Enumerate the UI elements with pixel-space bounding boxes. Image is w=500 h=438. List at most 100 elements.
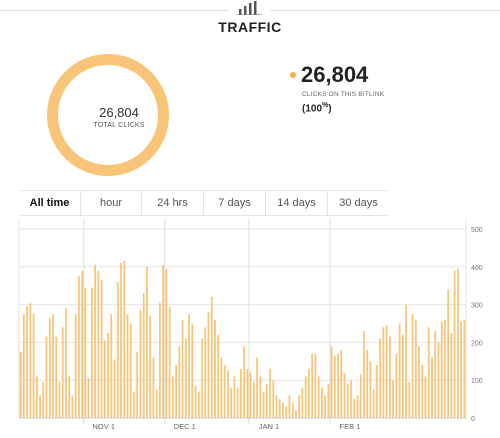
tab-hour[interactable]: hour — [80, 191, 141, 215]
percent-open: (100 — [302, 103, 323, 115]
chart-bar — [236, 387, 239, 418]
time-range-tabs: All time hour 24 hrs 7 days 14 days 30 d… — [19, 190, 389, 216]
x-tick-label: DEC 1 — [174, 422, 196, 431]
chart-bar — [295, 410, 297, 418]
chart-bar — [414, 319, 417, 418]
chart-bar — [162, 264, 165, 418]
page-title: TRAFFIC — [218, 19, 282, 35]
chart-bar — [359, 374, 362, 418]
tab-all-time[interactable]: All time — [29, 197, 70, 209]
chart-bar — [424, 376, 427, 418]
y-tick-label: 200 — [471, 340, 483, 347]
clicks-count: 26,804 — [301, 62, 369, 87]
chart-bar — [382, 327, 385, 418]
chart-bar — [110, 314, 113, 418]
chart-bar — [19, 351, 22, 418]
total-clicks-ring: 26,804 TOTAL CLICKS — [47, 54, 169, 176]
chart-bar — [308, 368, 310, 418]
chart-bar — [136, 351, 139, 418]
chart-bar — [126, 314, 129, 418]
chart-bar — [100, 280, 103, 418]
chart-bar — [181, 319, 184, 418]
y-tick-label: 500 — [471, 227, 483, 234]
chart-bar — [217, 334, 220, 418]
chart-bar — [243, 346, 246, 418]
chart-bar — [282, 402, 284, 418]
chart-bar — [262, 391, 265, 418]
chart-bar — [421, 365, 424, 418]
y-tick-label: 400 — [471, 265, 483, 272]
chart-bar — [71, 395, 74, 418]
chart-bar — [350, 380, 352, 418]
chart-bar — [324, 395, 326, 418]
chart-bar — [259, 376, 262, 418]
chart-bar — [444, 319, 446, 418]
chart-bar — [327, 383, 330, 418]
tab-14-days[interactable]: 14 days — [265, 191, 327, 215]
chart-bar — [149, 315, 152, 418]
chart-bar — [427, 327, 430, 418]
chart-bar — [388, 336, 391, 418]
chart-bar — [123, 261, 126, 418]
chart-bar — [152, 357, 155, 418]
legend-dot-icon — [290, 72, 296, 78]
chart-bar — [94, 264, 97, 418]
clicks-label: CLICKS ON THIS BITLINK — [302, 91, 385, 98]
chart-bar — [431, 357, 433, 418]
chart-bar — [159, 302, 161, 418]
chart-bar — [103, 340, 106, 418]
chart-bar — [418, 346, 420, 418]
header-divider-left — [0, 10, 228, 11]
chart-bar — [311, 353, 314, 418]
chart-bar — [239, 368, 242, 418]
chart-bar — [120, 263, 122, 418]
bar-chart-icon — [236, 1, 262, 15]
chart-bar — [55, 336, 58, 418]
chart-bar — [81, 270, 84, 418]
y-tick-label: 0 — [471, 416, 475, 423]
chart-bar — [107, 332, 109, 418]
chart-bar — [146, 266, 148, 418]
chart-bar — [191, 323, 194, 418]
chart-bar — [314, 353, 317, 418]
chart-bar — [379, 338, 382, 418]
chart-bar — [252, 382, 255, 418]
chart-bar — [178, 346, 181, 418]
chart-bar — [116, 281, 119, 418]
chart-bar — [434, 331, 437, 418]
tab-7-days[interactable]: 7 days — [203, 191, 265, 215]
chart-bar — [437, 342, 440, 418]
chart-bar — [61, 327, 64, 418]
chart-bar — [78, 276, 80, 418]
chart-bar — [463, 319, 466, 418]
chart-bar — [301, 387, 304, 418]
chart-bar — [65, 308, 67, 418]
chart-bar — [45, 336, 48, 418]
chart-bar — [340, 349, 343, 418]
chart-bar — [207, 312, 210, 418]
chart-bar — [210, 297, 213, 418]
chart-bar — [457, 268, 459, 418]
chart-bar — [330, 346, 333, 418]
chart-bar — [269, 368, 271, 418]
tab-24-hrs[interactable]: 24 hrs — [141, 191, 203, 215]
chart-bar — [90, 287, 93, 418]
chart-bar — [201, 338, 203, 418]
chart-bar — [453, 270, 456, 418]
chart-bar — [304, 376, 307, 418]
chart-bar — [74, 314, 77, 418]
chart-bar — [184, 338, 187, 418]
chart-bar — [68, 376, 71, 418]
chart-bar — [411, 314, 414, 418]
tab-30-days[interactable]: 30 days — [327, 191, 389, 215]
chart-bar — [230, 387, 233, 418]
chart-bar — [372, 389, 375, 418]
chart-bar — [26, 306, 28, 418]
chart-bar — [392, 380, 395, 418]
chart-bar — [353, 399, 356, 418]
chart-bar — [227, 370, 229, 418]
total-clicks-value: 26,804 — [99, 105, 139, 120]
chart-bar — [84, 287, 87, 418]
chart-bar — [22, 314, 25, 418]
